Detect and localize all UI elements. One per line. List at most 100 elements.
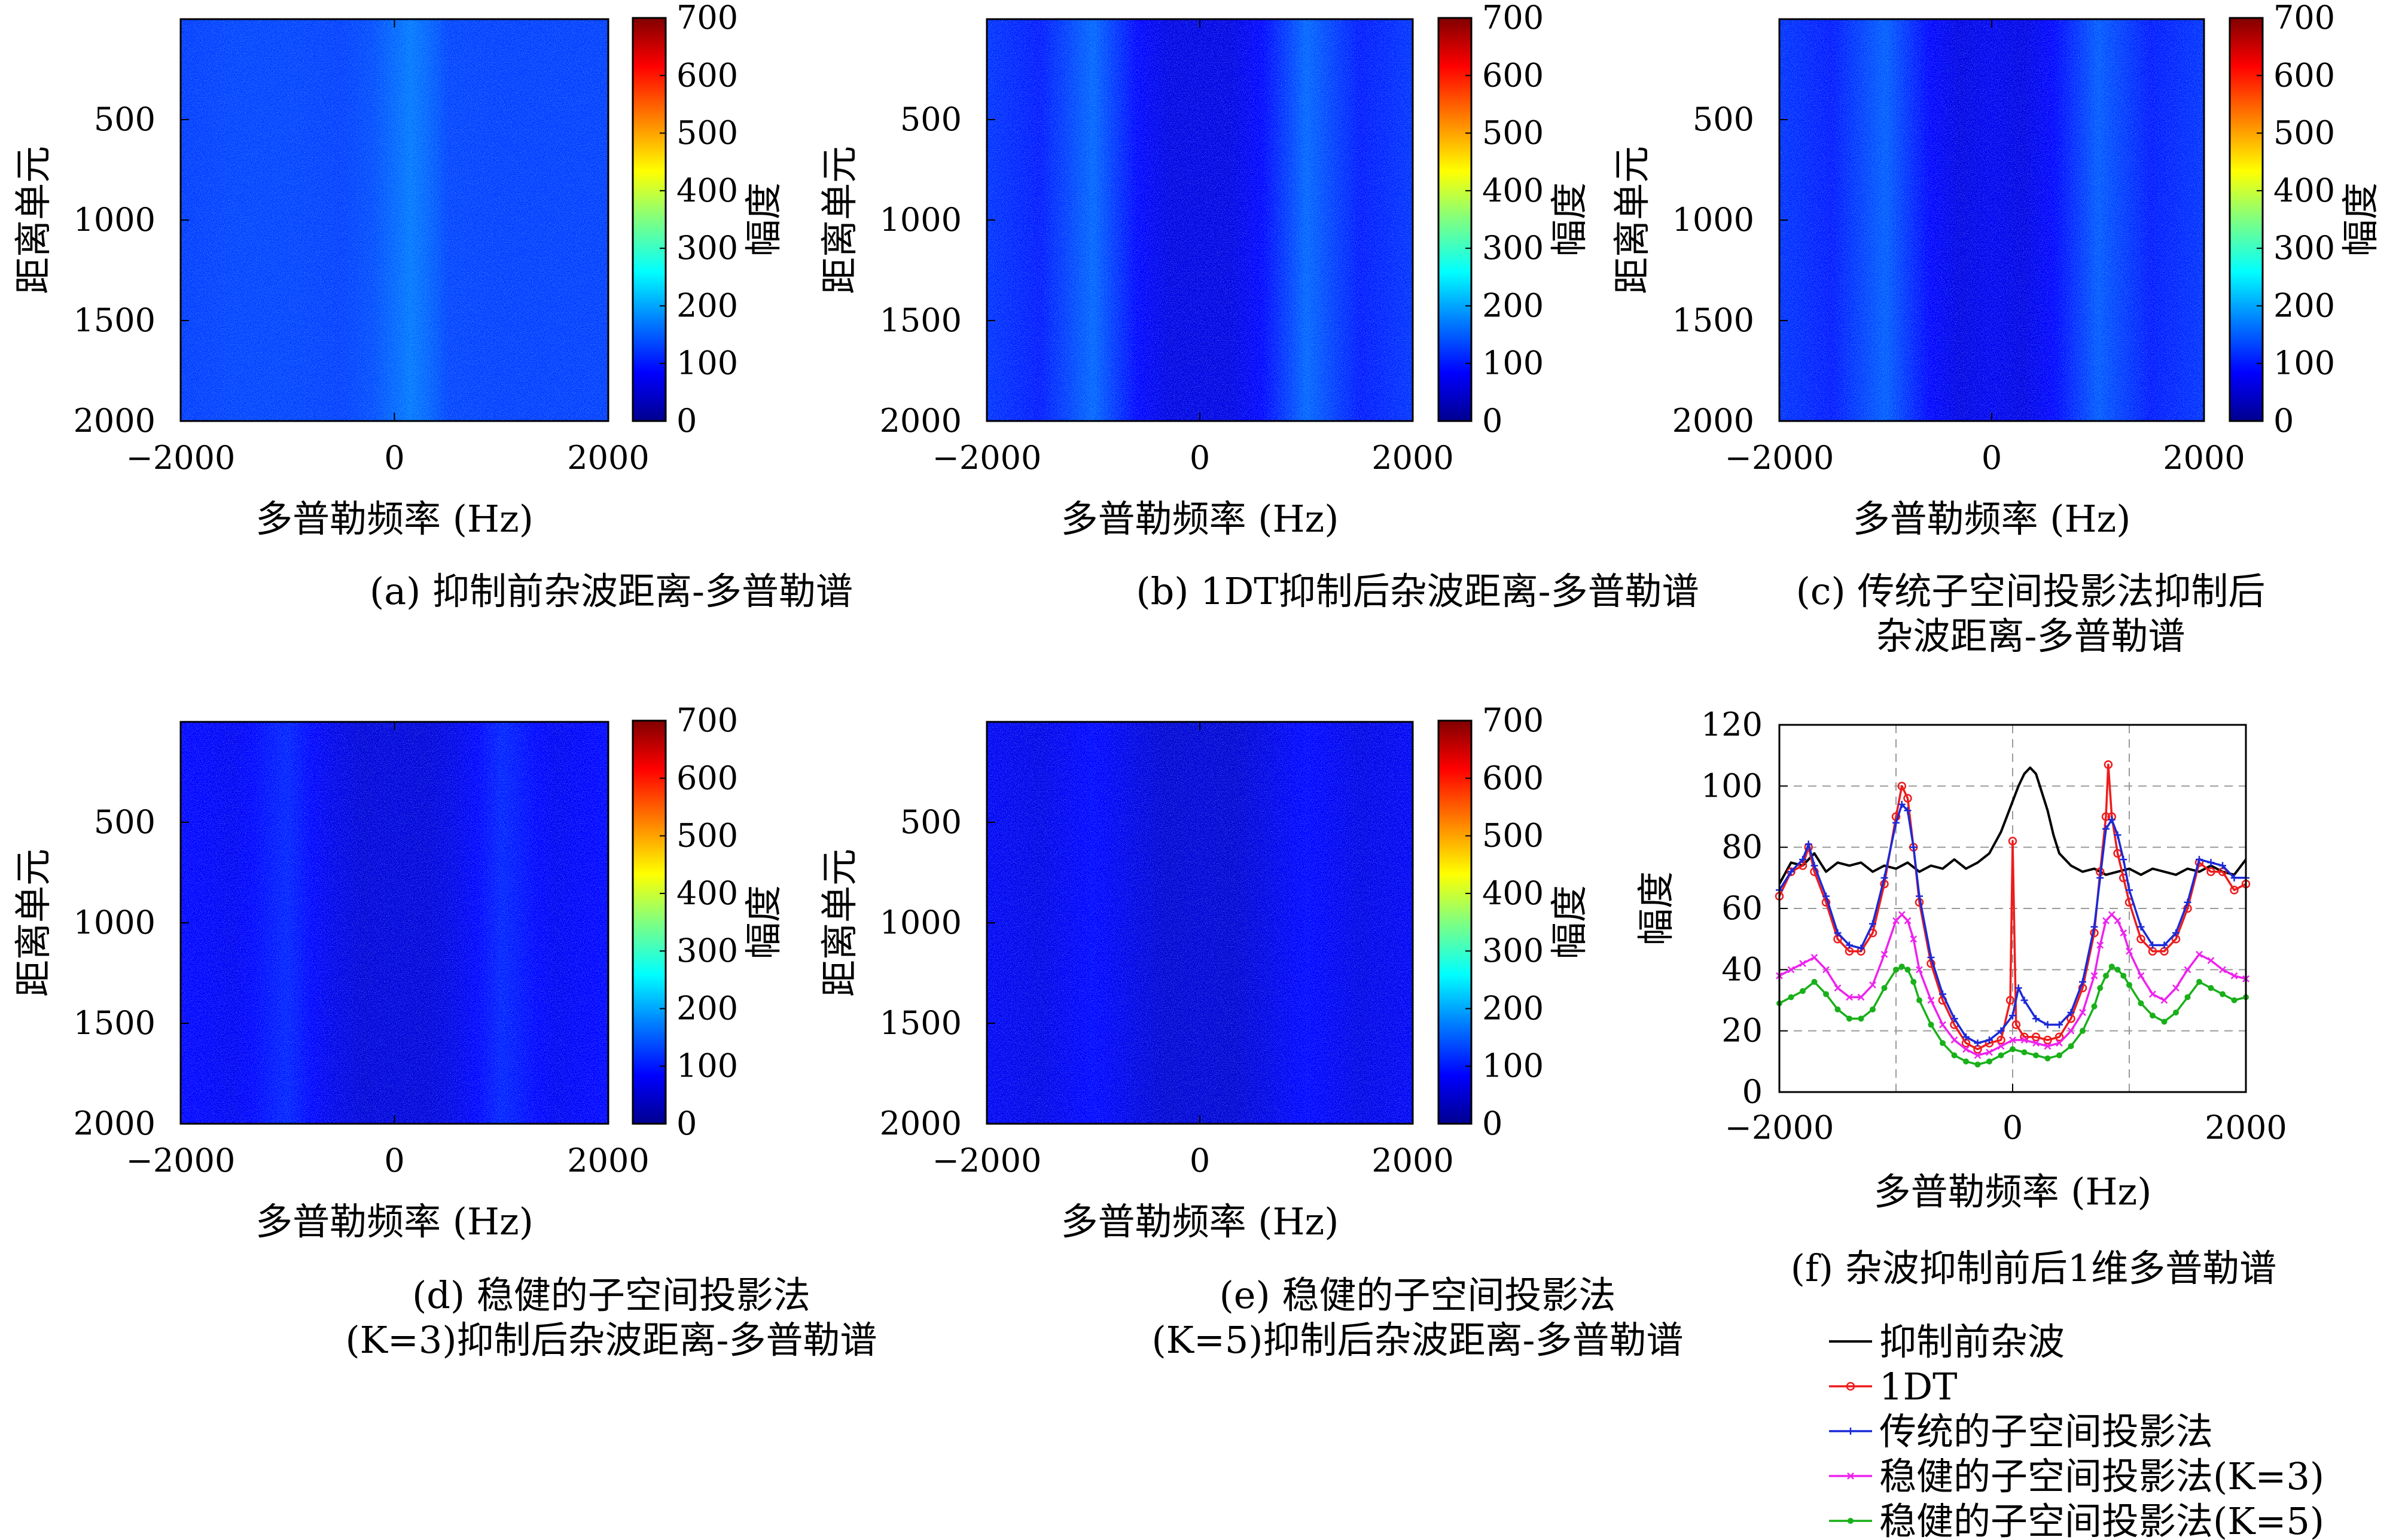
- data-point: [2021, 1049, 2028, 1056]
- colorbar-tick-label: 600: [2273, 56, 2335, 94]
- data-point: [1904, 807, 1912, 815]
- panel-caption: (K=5)抑制后杂波距离-多普勒谱: [1151, 1318, 1683, 1362]
- y-tick-label: 80: [1721, 828, 1763, 866]
- data-point: [1846, 941, 1853, 949]
- y-axis-label: 距离单元: [11, 146, 55, 294]
- data-point: [1823, 991, 1829, 998]
- data-point: [2044, 1055, 2051, 1062]
- data-point: [2096, 941, 2104, 949]
- data-point: [1848, 1518, 1854, 1524]
- data-point: [2219, 862, 2226, 870]
- data-point: [2172, 929, 2180, 937]
- data-point: [2080, 1027, 2086, 1034]
- colorbar-label: 幅度: [742, 885, 785, 959]
- data-point: [2184, 898, 2191, 906]
- data-point: [1974, 1051, 1982, 1059]
- y-tick-label: 500: [900, 803, 962, 841]
- data-point: [2126, 981, 2132, 988]
- data-point: [2230, 874, 2238, 882]
- y-tick-label: 2000: [880, 1105, 962, 1142]
- data-point: [2020, 1036, 2028, 1044]
- colorbar: [1437, 719, 1473, 1125]
- data-point: [2160, 941, 2168, 949]
- colorbar: [632, 17, 667, 422]
- data-point: [1986, 1036, 1993, 1044]
- data-point: [2137, 923, 2145, 931]
- data-point: [2196, 978, 2202, 985]
- y-tick-label: 2000: [880, 402, 962, 440]
- data-point: [2137, 972, 2145, 980]
- data-point: [2136, 934, 2145, 944]
- y-tick-label: 100: [1701, 767, 1763, 804]
- y-axis-label: 距离单元: [818, 146, 861, 294]
- x-tick-label: −2000: [1725, 1109, 1834, 1146]
- data-point: [1869, 920, 1876, 928]
- data-point: [1870, 1006, 1876, 1013]
- data-point: [2149, 990, 2156, 998]
- series-line: [1778, 766, 2247, 885]
- data-point: [2009, 1036, 2016, 1044]
- data-point: [1996, 1035, 2005, 1045]
- data-point: [2114, 831, 2121, 839]
- colorbar-tick-label: 0: [1482, 402, 1502, 440]
- x-tick-label: −2000: [1725, 439, 1834, 477]
- data-point: [1898, 963, 1905, 970]
- legend-item: 稳健的子空间投影法(K=5): [1829, 1499, 2324, 1540]
- data-point: [1897, 782, 1906, 791]
- data-point: [2011, 1020, 2021, 1029]
- data-point: [2207, 859, 2215, 867]
- data-point: [2056, 1039, 2063, 1047]
- data-point: [1962, 1045, 1970, 1053]
- data-point: [2208, 985, 2214, 992]
- series-line: [1779, 965, 2246, 1066]
- colorbar-tick-label: 500: [2273, 114, 2335, 152]
- panel-caption: (a) 抑制前杂波距离-多普勒谱: [370, 569, 853, 613]
- y-tick-label: 1000: [1672, 201, 1754, 239]
- y-tick-label: 1000: [74, 904, 156, 941]
- x-tick-label: 2000: [567, 1142, 649, 1179]
- data-point: [2220, 991, 2226, 998]
- data-point: [1898, 911, 1906, 919]
- data-point: [2054, 1032, 2064, 1042]
- data-point: [2120, 929, 2127, 937]
- data-point: [1857, 993, 1865, 1001]
- colorbar-tick-label: 300: [676, 229, 738, 267]
- data-point: [2032, 1039, 2040, 1047]
- data-point: [1846, 1382, 1855, 1391]
- data-point: [1910, 978, 1917, 985]
- data-point: [2120, 972, 2127, 979]
- data-point: [1963, 1058, 1969, 1065]
- colorbar-tick-label: 100: [1482, 344, 1544, 382]
- data-point: [2009, 1012, 2016, 1020]
- series-4: [1776, 963, 2249, 1068]
- data-point: [1834, 929, 1842, 937]
- x-tick-label: 2000: [2163, 439, 2245, 477]
- data-point: [1910, 935, 1918, 943]
- y-tick-label: 0: [1742, 1073, 1763, 1111]
- data-point: [2010, 1046, 2016, 1053]
- x-tick-label: 0: [384, 1142, 404, 1179]
- data-point: [1810, 862, 1818, 870]
- legend-label: 稳健的子空间投影法(K=5): [1879, 1499, 2324, 1540]
- data-point: [2114, 917, 2121, 925]
- data-point: [2033, 1052, 2039, 1059]
- legend-label: 传统的子空间投影法: [1879, 1410, 2213, 1453]
- x-tick-label: 0: [1190, 439, 1210, 477]
- colorbar-tick-label: 300: [1482, 932, 1544, 969]
- colorbar-tick-label: 500: [676, 817, 738, 855]
- data-point: [2108, 963, 2115, 970]
- data-point: [2079, 978, 2086, 986]
- data-point: [1950, 1015, 1958, 1023]
- data-point: [1880, 874, 1888, 882]
- series-line: [1778, 763, 2246, 1051]
- data-point: [2102, 825, 2110, 832]
- x-axis-label: 多普勒频率 (Hz): [1061, 1200, 1339, 1243]
- data-point: [1834, 1006, 1841, 1013]
- colorbar-tick-label: 500: [1482, 817, 1544, 855]
- data-point: [1869, 981, 1876, 989]
- x-axis-label: 多普勒频率 (Hz): [1853, 497, 2131, 541]
- y-tick-label: 1500: [880, 301, 962, 339]
- data-point: [2068, 1043, 2074, 1050]
- data-point: [1950, 1036, 1958, 1044]
- y-tick-label: 120: [1701, 706, 1763, 743]
